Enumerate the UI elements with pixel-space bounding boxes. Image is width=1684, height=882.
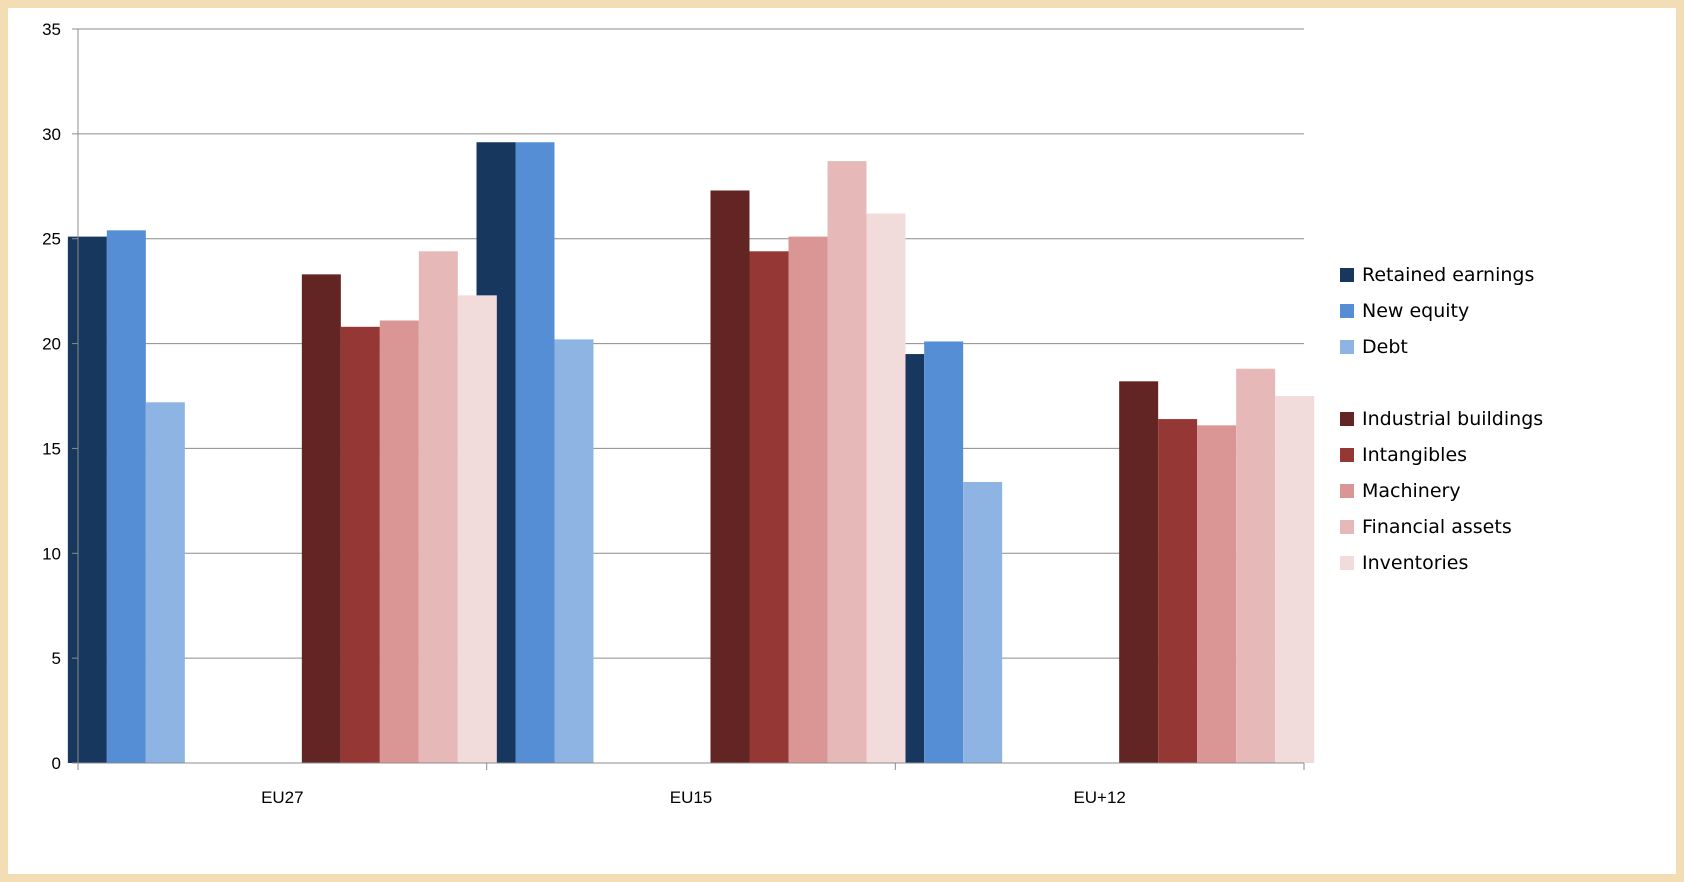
bar-new-equity-eu15	[515, 142, 555, 763]
legend-swatch-machinery	[1340, 484, 1354, 498]
bar-intangibles-eu27	[340, 326, 380, 763]
bar-intangibles-eu-12	[1158, 419, 1198, 763]
axes	[77, 29, 1304, 764]
bar-retained-earnings-eu27	[67, 236, 107, 764]
legend-label-industrial-buildings: Industrial buildings	[1362, 408, 1543, 430]
legend-swatch-debt	[1340, 340, 1354, 354]
y-tick-label: 5	[52, 649, 61, 668]
legend-swatch-intangibles	[1340, 448, 1354, 462]
legend-label-debt: Debt	[1362, 336, 1408, 358]
legend-label-machinery: Machinery	[1362, 480, 1461, 502]
bar-machinery-eu-12	[1197, 425, 1237, 763]
x-tick-label-eu15: EU15	[670, 788, 713, 807]
legend-label-new-equity: New equity	[1362, 300, 1469, 322]
bar-machinery-eu27	[379, 320, 419, 763]
bar-industrial-buildings-eu-12	[1119, 381, 1159, 763]
bar-financial-assets-eu27	[418, 251, 458, 763]
y-axis-ticks: 0 5 10 15 20 25 30 35	[42, 20, 78, 773]
bar-machinery-eu15	[788, 236, 828, 764]
legend-label-inventories: Inventories	[1362, 552, 1468, 574]
bars	[67, 142, 1315, 764]
bar-debt-eu27	[145, 402, 185, 763]
chart-frame: 0 5 10 15 20 25 30 35 EU27 EU15 EU+12 Retained ea…	[8, 8, 1676, 874]
legend-swatch-financial-assets	[1340, 520, 1354, 534]
y-tick-label: 10	[42, 544, 61, 563]
bar-inventories-eu-12	[1275, 396, 1315, 763]
bar-financial-assets-eu15	[827, 161, 867, 763]
legend-swatch-new-equity	[1340, 304, 1354, 318]
legend-label-intangibles: Intangibles	[1362, 444, 1467, 466]
y-tick-label: 25	[42, 230, 61, 249]
y-tick-label: 30	[42, 125, 61, 144]
y-tick-label: 0	[52, 754, 61, 773]
legend-swatch-retained-earnings	[1340, 268, 1354, 282]
gridlines	[78, 28, 1304, 659]
y-tick-label: 15	[42, 439, 61, 458]
bar-new-equity-eu27	[106, 230, 146, 764]
bar-industrial-buildings-eu15	[710, 190, 750, 764]
bar-intangibles-eu15	[749, 251, 789, 763]
legend-swatch-industrial-buildings	[1340, 412, 1354, 426]
y-tick-label: 20	[42, 335, 61, 354]
y-tick-label: 35	[42, 20, 61, 39]
legend: Retained earnings New equity Debt Industria…	[1340, 264, 1543, 574]
x-tick-label-eu-12: EU+12	[1073, 788, 1125, 807]
bar-financial-assets-eu-12	[1236, 368, 1276, 763]
bar-inventories-eu15	[866, 213, 906, 763]
legend-label-retained-earnings: Retained earnings	[1362, 264, 1534, 286]
bar-debt-eu15	[554, 339, 594, 763]
bar-industrial-buildings-eu27	[301, 274, 341, 763]
legend-swatch-inventories	[1340, 556, 1354, 570]
bar-inventories-eu27	[457, 295, 497, 763]
bar-chart: 0 5 10 15 20 25 30 35 EU27 EU15 EU+12 Retained ea…	[42, 20, 1543, 807]
bar-new-equity-eu-12	[924, 341, 964, 763]
x-tick-label-eu27: EU27	[261, 788, 304, 807]
x-axis-ticks: EU27 EU15 EU+12	[77, 763, 1305, 807]
bar-debt-eu-12	[963, 481, 1003, 763]
legend-label-financial-assets: Financial assets	[1362, 516, 1512, 538]
